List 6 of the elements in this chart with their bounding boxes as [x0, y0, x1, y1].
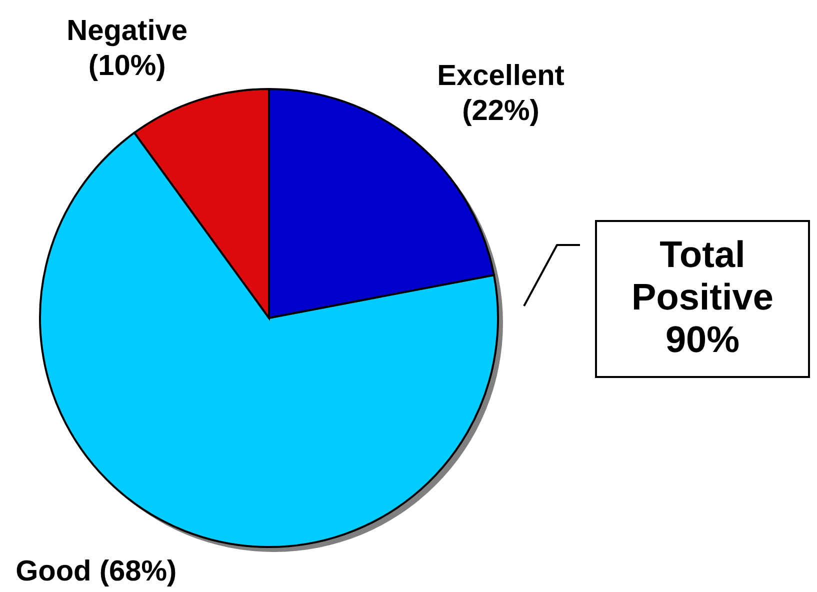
data-label: (10%): [88, 50, 166, 82]
data-label: (22%): [462, 95, 540, 128]
text: Total Positive 90%: [632, 234, 774, 360]
slice-label: Excellent: [437, 60, 565, 92]
slice-label: Negative: [66, 15, 188, 48]
slice-label: Good (68%): [16, 555, 177, 588]
